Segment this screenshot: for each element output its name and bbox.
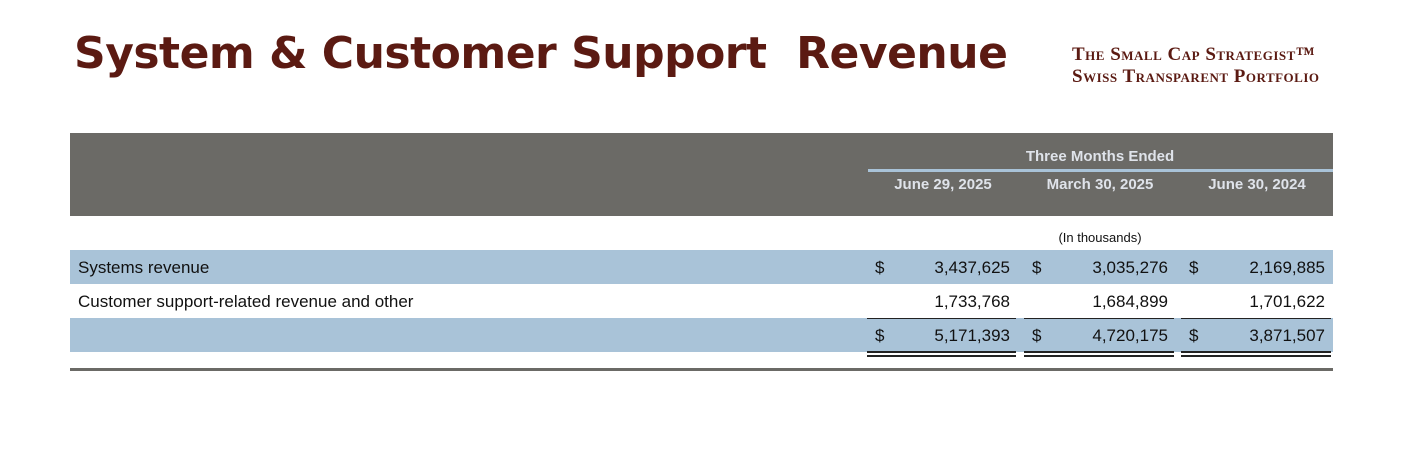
total-rule (867, 355, 1016, 357)
group-header: Three Months Ended (1025, 148, 1175, 165)
row-label: Customer support-related revenue and oth… (78, 292, 414, 311)
total-rule (1024, 351, 1174, 353)
table-header (70, 133, 1333, 216)
cell-value: 2,169,885 (1249, 258, 1325, 277)
cell-value: 1,701,622 (1249, 292, 1325, 311)
column-header: June 29, 2025 (894, 176, 992, 193)
currency: $ (1189, 258, 1199, 277)
bottom-rule (70, 368, 1333, 371)
total-rule (867, 318, 1016, 319)
total-rule (1181, 318, 1331, 319)
table-row: Customer support-related revenue and oth… (70, 284, 1333, 318)
currency: $ (875, 326, 885, 345)
total-rule (1024, 318, 1174, 319)
cell-value: 1,733,768 (934, 292, 1010, 311)
units-note: (In thousands) (1058, 230, 1142, 245)
currency: $ (1189, 326, 1199, 345)
total-rule (1181, 355, 1331, 357)
column-header: March 30, 2025 (1046, 176, 1154, 193)
total-rule (1181, 351, 1331, 353)
brand-line: Swiss Transparent Portfolio (1072, 66, 1320, 87)
currency: $ (1032, 258, 1042, 277)
column-header: June 30, 2024 (1208, 176, 1306, 193)
cell-value: 3,437,625 (934, 258, 1010, 277)
currency: $ (875, 258, 885, 277)
row-label: Systems revenue (78, 258, 210, 277)
cell-value: 1,684,899 (1092, 292, 1168, 311)
currency: $ (1032, 326, 1042, 345)
table-row: Systems revenue $3,437,625 $3,035,276 $2,16… (70, 250, 1333, 284)
header-rule (868, 169, 1333, 172)
title: System & Customer Support Revenue (74, 28, 1008, 79)
cell-value: 4,720,175 (1092, 326, 1168, 345)
cell-value: 3,871,507 (1249, 326, 1325, 345)
brand-line: The Small Cap Strategist™ (1072, 44, 1316, 65)
table-row: $5,171,393 $4,720,175 $3,871,507 (70, 318, 1333, 352)
cell-value: 3,035,276 (1092, 258, 1168, 277)
cell-value: 5,171,393 (934, 326, 1010, 345)
total-rule (867, 351, 1016, 353)
total-rule (1024, 355, 1174, 357)
